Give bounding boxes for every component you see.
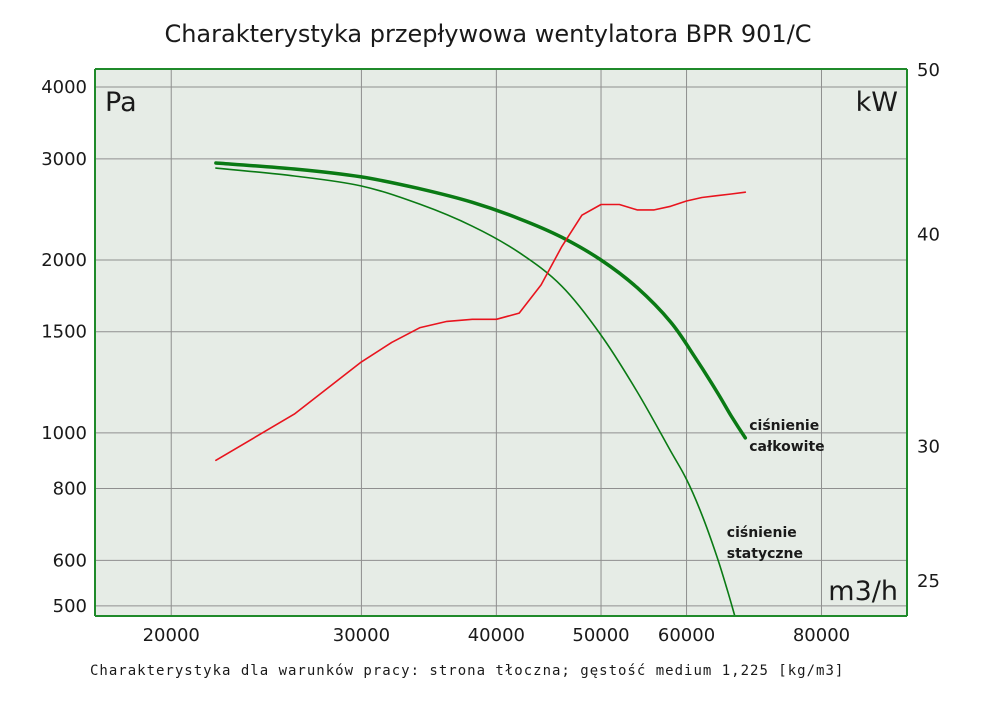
plot-area <box>95 69 907 616</box>
tick-labels: 20000 30000 40000 50000 60000 80000 500 600 800 1… <box>41 60 940 646</box>
y2-tick-label: 50 <box>917 60 940 81</box>
chart-title: Charakterystyka przepływowa wentylatora … <box>164 20 811 48</box>
total-pressure-label: ciśnienie <box>749 418 819 434</box>
x-tick-label: 20000 <box>143 625 200 646</box>
y2-axis-unit-label: kW <box>856 87 898 118</box>
y2-tick-label: 40 <box>917 224 940 245</box>
grid-lines <box>95 69 907 616</box>
static-pressure-label: ciśnienie <box>727 525 797 541</box>
power-curve <box>215 191 747 462</box>
total-pressure-label: całkowite <box>749 439 824 455</box>
y-tick-label: 4000 <box>41 77 87 98</box>
y-tick-label: 1500 <box>41 322 87 343</box>
static-pressure-curve <box>215 167 736 617</box>
y-tick-label: 3000 <box>41 149 87 170</box>
y2-tick-label: 25 <box>917 571 940 592</box>
x-tick-label: 30000 <box>333 625 390 646</box>
y-tick-label: 500 <box>53 596 87 617</box>
y-tick-label: 800 <box>53 479 87 500</box>
x-axis-unit-label: m3/h <box>828 576 898 607</box>
total-pressure-curve <box>214 161 748 440</box>
y-axis-unit-label: Pa <box>105 87 137 118</box>
x-tick-label: 60000 <box>658 625 715 646</box>
series-layer <box>214 161 748 617</box>
curve-labels: ciśnienie całkowite ciśnienie statyczne <box>727 418 825 562</box>
x-tick-label: 80000 <box>793 625 850 646</box>
y-tick-label: 600 <box>53 550 87 571</box>
static-pressure-label: statyczne <box>727 546 803 562</box>
y2-tick-label: 30 <box>917 436 940 457</box>
x-tick-label: 40000 <box>468 625 525 646</box>
y-tick-label: 2000 <box>41 250 87 271</box>
x-tick-label: 50000 <box>572 625 629 646</box>
y-tick-label: 1000 <box>41 423 87 444</box>
chart-footnote: Charakterystyka dla warunków pracy: stro… <box>90 663 844 679</box>
